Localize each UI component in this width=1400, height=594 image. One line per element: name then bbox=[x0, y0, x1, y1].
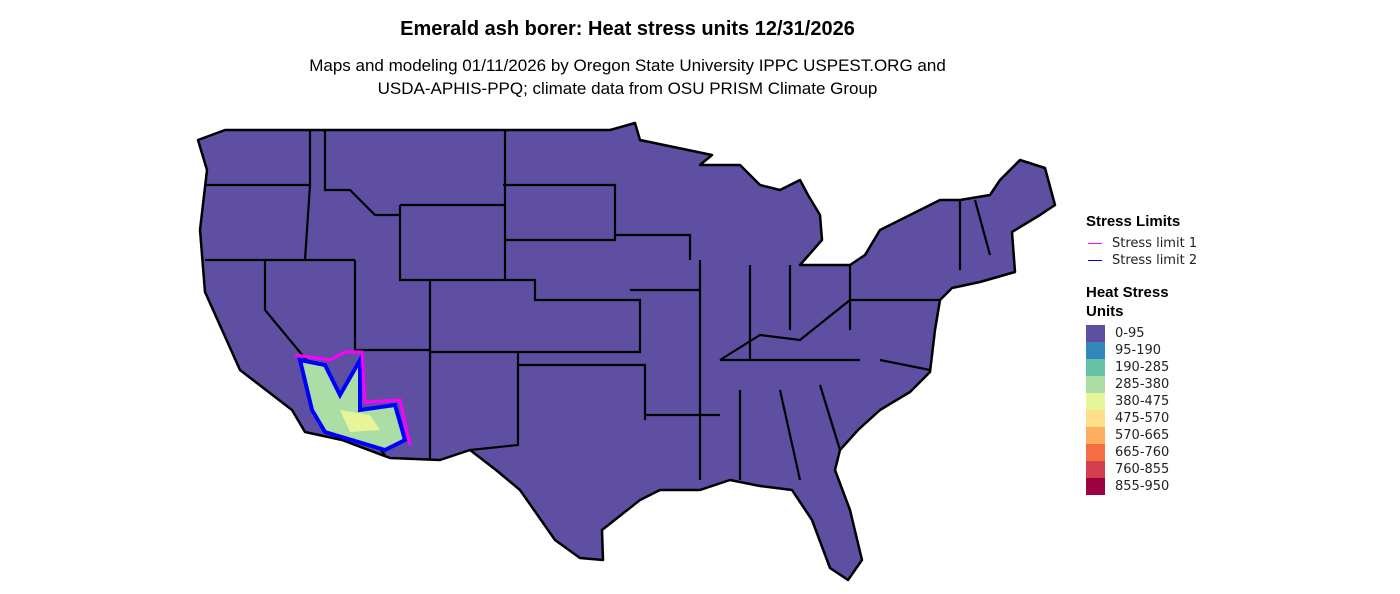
legend-swatch bbox=[1086, 376, 1105, 393]
heat-legend-title-1: Heat Stress bbox=[1086, 284, 1169, 301]
legend-label: 760-855 bbox=[1115, 462, 1170, 477]
map-subtitle: Maps and modeling 01/11/2026 by Oregon S… bbox=[0, 54, 1255, 100]
legend-swatch bbox=[1086, 461, 1105, 478]
legend-swatch bbox=[1086, 410, 1105, 427]
legend-item-heat: 760-855 bbox=[1086, 461, 1197, 478]
legend-swatch bbox=[1086, 359, 1105, 376]
legend-label: 570-665 bbox=[1115, 428, 1170, 443]
legend-label: Stress limit 2 bbox=[1112, 253, 1198, 268]
legend-label: 380-475 bbox=[1115, 394, 1170, 409]
legend-item-stress-limit-1: Stress limit 1 bbox=[1086, 235, 1197, 252]
state-borders bbox=[205, 130, 992, 481]
legend-label: 95-190 bbox=[1115, 343, 1162, 358]
legend-label: 190-285 bbox=[1115, 360, 1170, 375]
legend-item-heat: 285-380 bbox=[1086, 376, 1197, 393]
legend-label: Stress limit 1 bbox=[1112, 236, 1198, 251]
heat-stress-hotspot-southwest bbox=[294, 350, 412, 453]
legend-swatch bbox=[1086, 342, 1105, 359]
legend-label: 475-570 bbox=[1115, 411, 1170, 426]
legend-item-stress-limit-2: Stress limit 2 bbox=[1086, 252, 1197, 269]
legend-swatch bbox=[1086, 393, 1105, 410]
legend-swatch bbox=[1086, 427, 1105, 444]
heat-legend-title-2: Units bbox=[1086, 303, 1124, 320]
legend-swatch bbox=[1086, 325, 1105, 342]
legend-label: 665-760 bbox=[1115, 445, 1170, 460]
map-title: Emerald ash borer: Heat stress units 12/… bbox=[400, 18, 855, 40]
legend-item-heat: 190-285 bbox=[1086, 359, 1197, 376]
legend-swatch bbox=[1086, 478, 1105, 495]
legend-item-heat: 0-95 bbox=[1086, 325, 1197, 342]
stress-limit-2-line bbox=[1088, 259, 1102, 262]
legend-label: 0-95 bbox=[1115, 326, 1145, 341]
legend-swatch bbox=[1086, 444, 1105, 461]
legend-item-heat: 855-950 bbox=[1086, 478, 1197, 495]
legend-label: 855-950 bbox=[1115, 479, 1170, 494]
us-heat-stress-map bbox=[196, 121, 1057, 582]
subtitle-line-1: Maps and modeling 01/11/2026 by Oregon S… bbox=[309, 56, 946, 75]
subtitle-line-2: USDA-APHIS-PPQ; climate data from OSU PR… bbox=[377, 79, 878, 98]
legend-item-heat: 95-190 bbox=[1086, 342, 1197, 359]
heat-legend-title: Heat Stress Units bbox=[1086, 283, 1197, 321]
legend-item-heat: 665-760 bbox=[1086, 444, 1197, 461]
legend-label: 285-380 bbox=[1115, 377, 1170, 392]
stress-limit-1-line bbox=[1088, 242, 1102, 245]
legend-item-heat: 570-665 bbox=[1086, 427, 1197, 444]
legend-item-heat: 380-475 bbox=[1086, 393, 1197, 410]
legend-item-heat: 475-570 bbox=[1086, 410, 1197, 427]
stress-limits-legend-title: Stress Limits bbox=[1086, 213, 1181, 230]
legend: Stress Limits Stress limit 1 Stress limi… bbox=[1086, 212, 1197, 495]
